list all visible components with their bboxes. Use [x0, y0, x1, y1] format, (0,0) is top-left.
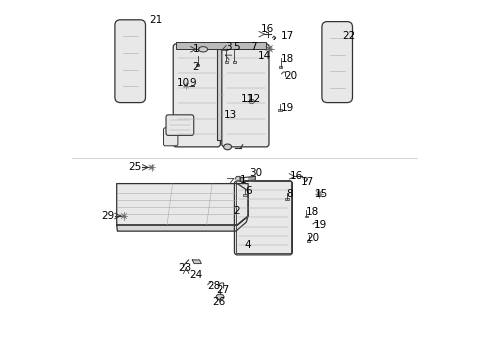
Text: 30: 30 [248, 168, 262, 178]
Bar [285, 198, 288, 200]
Text: 24: 24 [189, 270, 202, 280]
Circle shape [316, 191, 321, 196]
Circle shape [184, 84, 187, 87]
Circle shape [266, 46, 272, 51]
Polygon shape [117, 216, 247, 231]
Polygon shape [237, 184, 247, 225]
Bar [196, 64, 199, 66]
Text: 11: 11 [240, 94, 253, 104]
Text: 19: 19 [280, 103, 293, 113]
Text: 26: 26 [212, 297, 225, 307]
Polygon shape [192, 260, 201, 264]
FancyBboxPatch shape [234, 181, 292, 255]
Circle shape [149, 165, 153, 170]
Text: 18: 18 [281, 54, 294, 64]
Text: 13: 13 [223, 110, 236, 120]
Text: 3: 3 [224, 42, 231, 52]
Bar [176, 42, 265, 49]
Text: 10: 10 [176, 78, 189, 88]
Circle shape [250, 176, 255, 181]
Text: 19: 19 [313, 220, 326, 230]
Bar [304, 216, 307, 217]
Circle shape [122, 214, 126, 218]
Text: 7: 7 [250, 42, 256, 52]
Ellipse shape [223, 144, 231, 150]
Text: 28: 28 [207, 281, 220, 291]
Text: 25: 25 [128, 162, 141, 172]
Text: 4: 4 [244, 240, 251, 250]
Text: 22: 22 [342, 31, 355, 41]
Text: 17: 17 [300, 177, 313, 187]
Text: 23: 23 [178, 263, 191, 273]
Text: 1: 1 [239, 175, 245, 185]
Text: 2: 2 [192, 62, 199, 72]
Bar [217, 49, 224, 140]
Ellipse shape [216, 294, 224, 300]
Text: 27: 27 [216, 285, 229, 295]
Bar [235, 181, 290, 253]
FancyBboxPatch shape [321, 22, 352, 103]
Bar [224, 61, 228, 63]
Bar [278, 66, 282, 68]
Text: 16: 16 [261, 24, 274, 34]
Text: 20: 20 [305, 233, 319, 243]
FancyBboxPatch shape [173, 44, 220, 147]
FancyBboxPatch shape [222, 44, 268, 147]
FancyBboxPatch shape [163, 128, 178, 146]
Polygon shape [235, 176, 240, 181]
Text: 21: 21 [149, 15, 163, 25]
Text: 18: 18 [305, 207, 318, 217]
Ellipse shape [248, 99, 254, 104]
Circle shape [240, 177, 244, 182]
Bar [306, 240, 310, 242]
Text: 5: 5 [233, 42, 240, 52]
Bar [243, 194, 246, 196]
FancyBboxPatch shape [115, 20, 145, 103]
Text: 16: 16 [289, 171, 303, 181]
Ellipse shape [198, 46, 207, 52]
Circle shape [247, 177, 252, 181]
Text: 20: 20 [284, 71, 297, 81]
Polygon shape [117, 184, 247, 225]
FancyBboxPatch shape [166, 115, 193, 135]
Text: 6: 6 [244, 186, 251, 196]
Text: 17: 17 [281, 31, 294, 41]
Bar [277, 109, 281, 111]
Text: 9: 9 [188, 78, 195, 88]
Bar [232, 61, 236, 63]
Text: 15: 15 [315, 189, 328, 199]
Text: 2: 2 [233, 206, 240, 216]
Text: 12: 12 [247, 94, 261, 104]
Text: 1: 1 [192, 44, 199, 54]
Text: 8: 8 [285, 189, 292, 199]
Text: 29: 29 [101, 211, 114, 221]
Text: 14: 14 [257, 51, 270, 61]
